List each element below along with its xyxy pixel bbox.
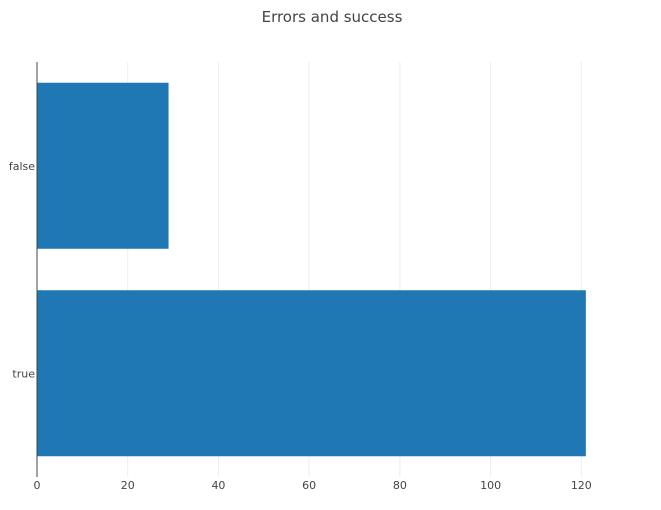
y-tick-label: false	[9, 160, 35, 173]
y-tick-labels: false true	[9, 160, 35, 381]
x-tick-label: 20	[121, 479, 135, 492]
x-tick-label: 40	[211, 479, 225, 492]
bar-true	[37, 290, 586, 457]
x-tick-label: 100	[480, 479, 501, 492]
x-tick-label: 80	[393, 479, 407, 492]
bar-false	[37, 82, 169, 249]
bars	[37, 82, 586, 457]
x-tick-labels: 0 20 40 60 80 100 120	[34, 479, 592, 492]
y-tick-label: true	[12, 367, 35, 380]
x-tick-label: 0	[34, 479, 41, 492]
x-tick-label: 60	[302, 479, 316, 492]
chart-title: Errors and success	[262, 8, 403, 26]
x-tick-label: 120	[571, 479, 592, 492]
